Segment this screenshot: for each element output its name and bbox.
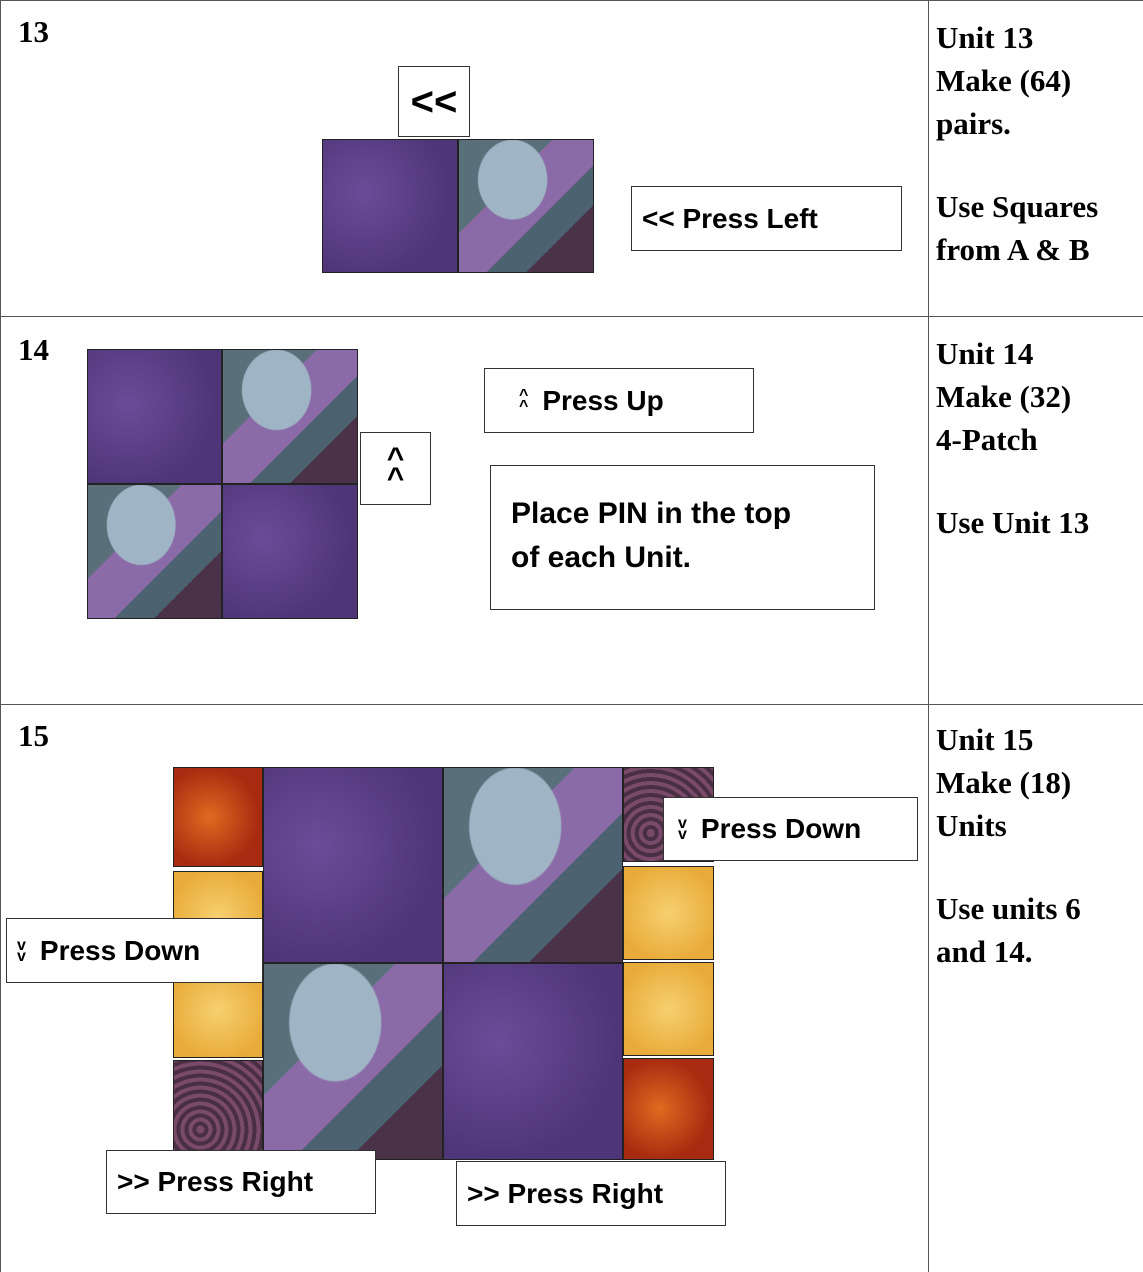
press-label: v v Press Down [6,918,263,983]
arrow-part: ^ [386,461,405,495]
step-number: 14 [18,332,49,367]
border [0,704,1143,705]
seam-label: << [398,66,470,137]
fabric [263,963,443,1160]
notes: Unit 14 Make (32) 4-Patch Use Unit 13 [936,332,1089,544]
press-label: >> Press Right [456,1161,726,1226]
fabric [222,349,358,484]
fabric [87,484,222,619]
note-line: Unit 15 [936,722,1034,757]
fabric [173,1060,263,1160]
seam-label: ^ ^ [360,432,431,505]
fabric [322,139,458,273]
arrow-part: ^ [519,397,529,415]
note-line: Use Squares [936,189,1099,224]
fabric [222,484,358,619]
fabric [443,767,623,963]
press-label: >> Press Right [106,1150,376,1214]
note-line: and 14. [936,934,1033,969]
fabric [173,767,263,867]
note-line: Make (18) [936,765,1072,800]
press-label: ^ ^ Press Up [484,368,754,433]
pin-line: Place PIN in the top [511,497,792,530]
fabric [263,767,443,963]
note-line: from A & B [936,232,1090,267]
fabric [623,866,714,960]
note-line: pairs. [936,106,1011,141]
note-line: Unit 14 [936,336,1034,371]
fabric [623,1058,714,1160]
note-line: Use Unit 13 [936,505,1090,540]
press-label: v v Press Down [663,797,918,861]
note-line: Make (32) [936,379,1072,414]
note-line: Units [936,808,1007,843]
press-label: << Press Left [631,186,902,251]
fabric [458,139,594,273]
arrow-part: ^ [519,386,529,404]
press-text: Press Down [39,934,201,966]
notes: Unit 15 Make (18) Units Use units 6 and 14. [936,718,1081,973]
step-number: 15 [18,718,49,753]
pin-note: Place PIN in the top of each Unit. [490,465,875,610]
arrow: ^ ^ [386,441,405,495]
press-text: Press Up [542,384,664,416]
note-line: Unit 13 [936,20,1034,55]
fabric [623,962,714,1056]
note-line: Use units 6 [936,891,1081,926]
border [0,0,1143,1]
border [0,316,1143,317]
arrow-part: v [678,826,687,843]
border [0,0,1,1272]
fabric [443,963,623,1160]
arrow-part: v [678,815,687,832]
arrow-part: v [17,936,26,954]
fabric [87,349,222,484]
pin-line: of each Unit. [511,541,692,574]
note-line: 4-Patch [936,422,1038,457]
arrow: ^ ^ [519,386,529,415]
note-line: Make (64) [936,63,1072,98]
press-text: Press Down [700,813,862,844]
notes: Unit 13 Make (64) pairs. Use Squares from A … [936,16,1098,271]
arrow-part: ^ [386,441,405,475]
step-number: 13 [18,14,49,49]
border [928,0,929,1272]
arrow-part: v [17,947,26,965]
